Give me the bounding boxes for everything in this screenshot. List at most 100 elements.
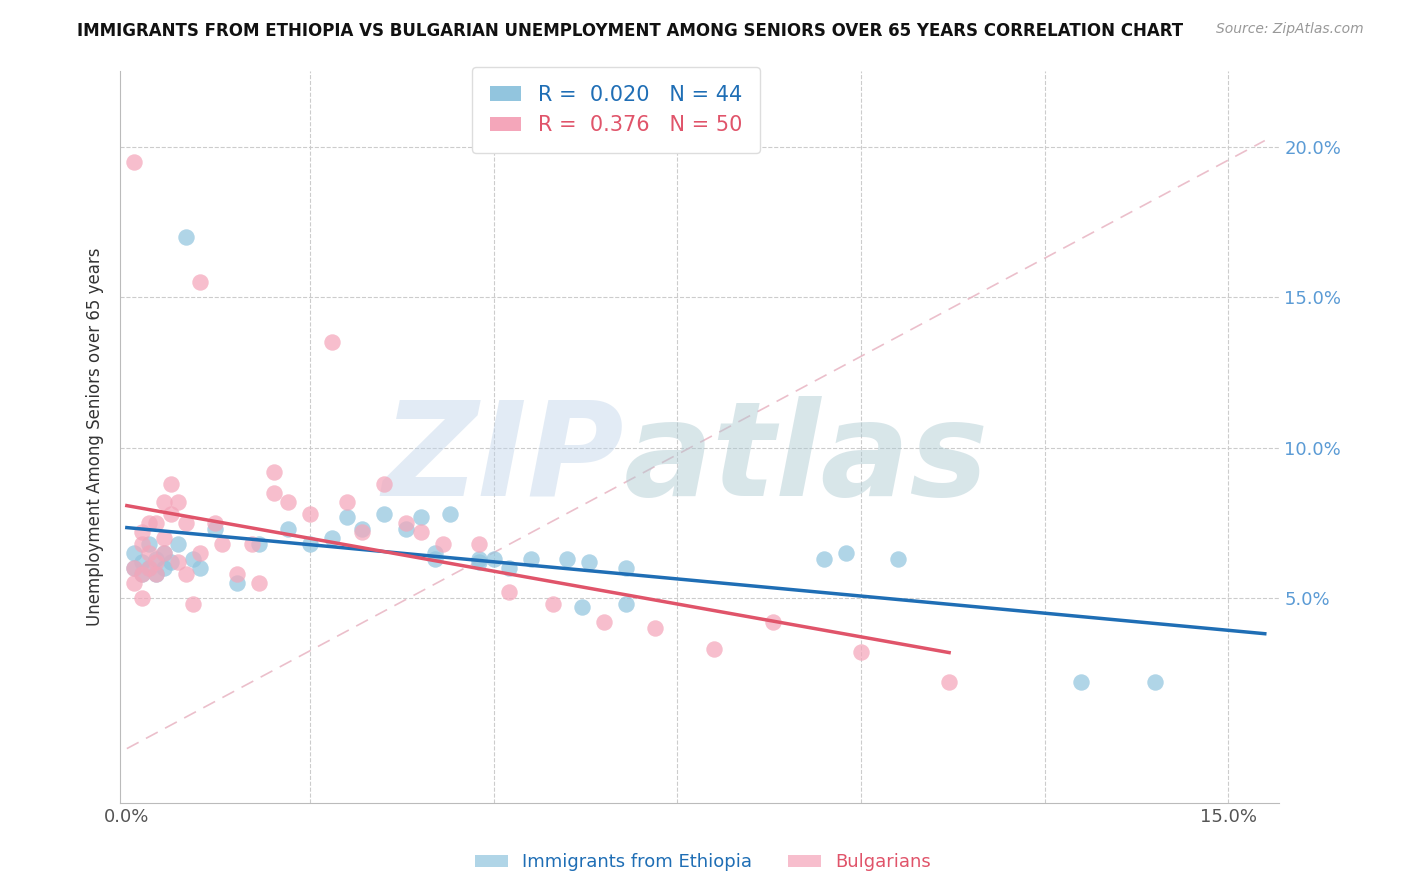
Point — [145, 516, 167, 530]
Point — [439, 507, 461, 521]
Point — [350, 524, 373, 539]
Point — [152, 531, 174, 545]
Point — [703, 642, 725, 657]
Point — [167, 537, 190, 551]
Point — [468, 552, 491, 566]
Point — [174, 567, 197, 582]
Point — [336, 495, 359, 509]
Point — [131, 555, 153, 569]
Point — [145, 567, 167, 582]
Point — [131, 537, 153, 551]
Point — [1070, 675, 1092, 690]
Text: Source: ZipAtlas.com: Source: ZipAtlas.com — [1216, 22, 1364, 37]
Point — [138, 546, 160, 560]
Text: IMMIGRANTS FROM ETHIOPIA VS BULGARIAN UNEMPLOYMENT AMONG SENIORS OVER 65 YEARS C: IMMIGRANTS FROM ETHIOPIA VS BULGARIAN UN… — [77, 22, 1184, 40]
Point — [152, 495, 174, 509]
Point — [409, 524, 432, 539]
Point — [188, 561, 211, 575]
Point — [122, 154, 145, 169]
Point — [336, 509, 359, 524]
Point — [409, 509, 432, 524]
Point — [174, 230, 197, 244]
Point — [350, 522, 373, 536]
Point — [145, 552, 167, 566]
Point — [167, 555, 190, 569]
Point — [174, 516, 197, 530]
Point — [181, 552, 204, 566]
Point — [122, 576, 145, 591]
Point — [131, 567, 153, 582]
Point — [263, 465, 285, 479]
Point — [160, 555, 183, 569]
Point — [299, 507, 322, 521]
Legend: R =  0.020   N = 44, R =  0.376   N = 50: R = 0.020 N = 44, R = 0.376 N = 50 — [472, 67, 759, 153]
Point — [181, 597, 204, 611]
Point — [152, 546, 174, 560]
Point — [482, 552, 505, 566]
Point — [152, 561, 174, 575]
Point — [762, 615, 785, 630]
Point — [614, 597, 637, 611]
Point — [1143, 675, 1166, 690]
Point — [593, 615, 616, 630]
Point — [211, 537, 233, 551]
Point — [299, 537, 322, 551]
Point — [468, 555, 491, 569]
Point — [277, 495, 299, 509]
Point — [578, 555, 600, 569]
Point — [247, 537, 270, 551]
Point — [138, 561, 160, 575]
Point — [122, 561, 145, 575]
Point — [138, 561, 160, 575]
Legend: Immigrants from Ethiopia, Bulgarians: Immigrants from Ethiopia, Bulgarians — [468, 847, 938, 879]
Text: ZIP: ZIP — [382, 395, 624, 523]
Point — [373, 507, 395, 521]
Point — [498, 585, 520, 599]
Point — [240, 537, 263, 551]
Point — [122, 561, 145, 575]
Point — [321, 335, 343, 350]
Point — [277, 522, 299, 536]
Point — [395, 516, 418, 530]
Y-axis label: Unemployment Among Seniors over 65 years: Unemployment Among Seniors over 65 years — [86, 248, 104, 626]
Point — [204, 522, 226, 536]
Point — [204, 516, 226, 530]
Point — [321, 531, 343, 545]
Point — [432, 537, 454, 551]
Point — [519, 552, 541, 566]
Point — [468, 537, 491, 551]
Point — [131, 567, 153, 582]
Point — [498, 561, 520, 575]
Point — [160, 476, 183, 491]
Point — [167, 495, 190, 509]
Point — [835, 546, 858, 560]
Point — [541, 597, 564, 611]
Point — [614, 561, 637, 575]
Point — [886, 552, 908, 566]
Point — [145, 555, 167, 569]
Point — [247, 576, 270, 591]
Point — [395, 522, 418, 536]
Point — [188, 275, 211, 289]
Point — [263, 485, 285, 500]
Point — [938, 675, 960, 690]
Point — [373, 476, 395, 491]
Point — [557, 552, 579, 566]
Text: atlas: atlas — [624, 395, 990, 523]
Point — [849, 645, 872, 659]
Point — [131, 591, 153, 606]
Point — [138, 537, 160, 551]
Point — [160, 507, 183, 521]
Point — [145, 567, 167, 582]
Point — [226, 576, 249, 591]
Point — [425, 546, 447, 560]
Point — [131, 524, 153, 539]
Point — [188, 546, 211, 560]
Point — [138, 516, 160, 530]
Point — [644, 621, 666, 635]
Point — [152, 546, 174, 560]
Point — [425, 552, 447, 566]
Point — [571, 600, 593, 615]
Point — [122, 546, 145, 560]
Point — [226, 567, 249, 582]
